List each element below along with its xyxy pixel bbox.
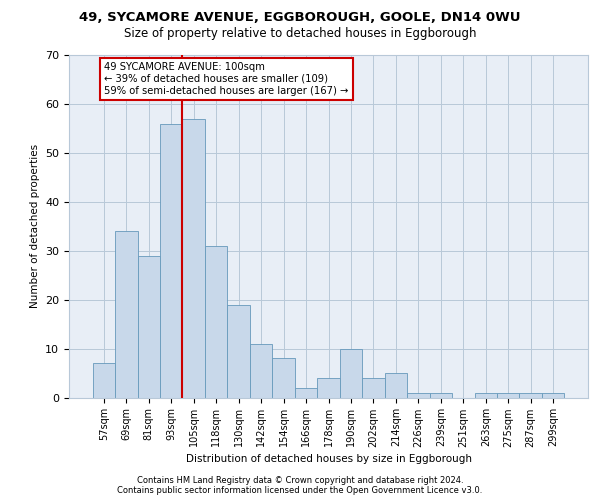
Text: 49 SYCAMORE AVENUE: 100sqm
← 39% of detached houses are smaller (109)
59% of sem: 49 SYCAMORE AVENUE: 100sqm ← 39% of deta… <box>104 62 349 96</box>
Bar <box>92 363 115 398</box>
Bar <box>497 392 520 398</box>
Bar <box>295 388 317 398</box>
Bar <box>430 392 452 398</box>
Text: 49, SYCAMORE AVENUE, EGGBOROUGH, GOOLE, DN14 0WU: 49, SYCAMORE AVENUE, EGGBOROUGH, GOOLE, … <box>79 11 521 24</box>
Text: Contains public sector information licensed under the Open Government Licence v3: Contains public sector information licen… <box>118 486 482 495</box>
Bar <box>475 392 497 398</box>
Bar <box>407 392 430 398</box>
Bar <box>520 392 542 398</box>
Bar <box>317 378 340 398</box>
Bar <box>205 246 227 398</box>
Bar <box>362 378 385 398</box>
Text: Size of property relative to detached houses in Eggborough: Size of property relative to detached ho… <box>124 27 476 40</box>
Text: Contains HM Land Registry data © Crown copyright and database right 2024.: Contains HM Land Registry data © Crown c… <box>137 476 463 485</box>
Bar <box>385 373 407 398</box>
Bar <box>115 231 137 398</box>
Bar <box>272 358 295 398</box>
Bar <box>542 392 565 398</box>
Bar <box>137 256 160 398</box>
Bar <box>340 348 362 398</box>
Bar <box>182 118 205 398</box>
Bar <box>250 344 272 398</box>
Bar <box>160 124 182 398</box>
Bar <box>227 304 250 398</box>
Y-axis label: Number of detached properties: Number of detached properties <box>29 144 40 308</box>
X-axis label: Distribution of detached houses by size in Eggborough: Distribution of detached houses by size … <box>185 454 472 464</box>
